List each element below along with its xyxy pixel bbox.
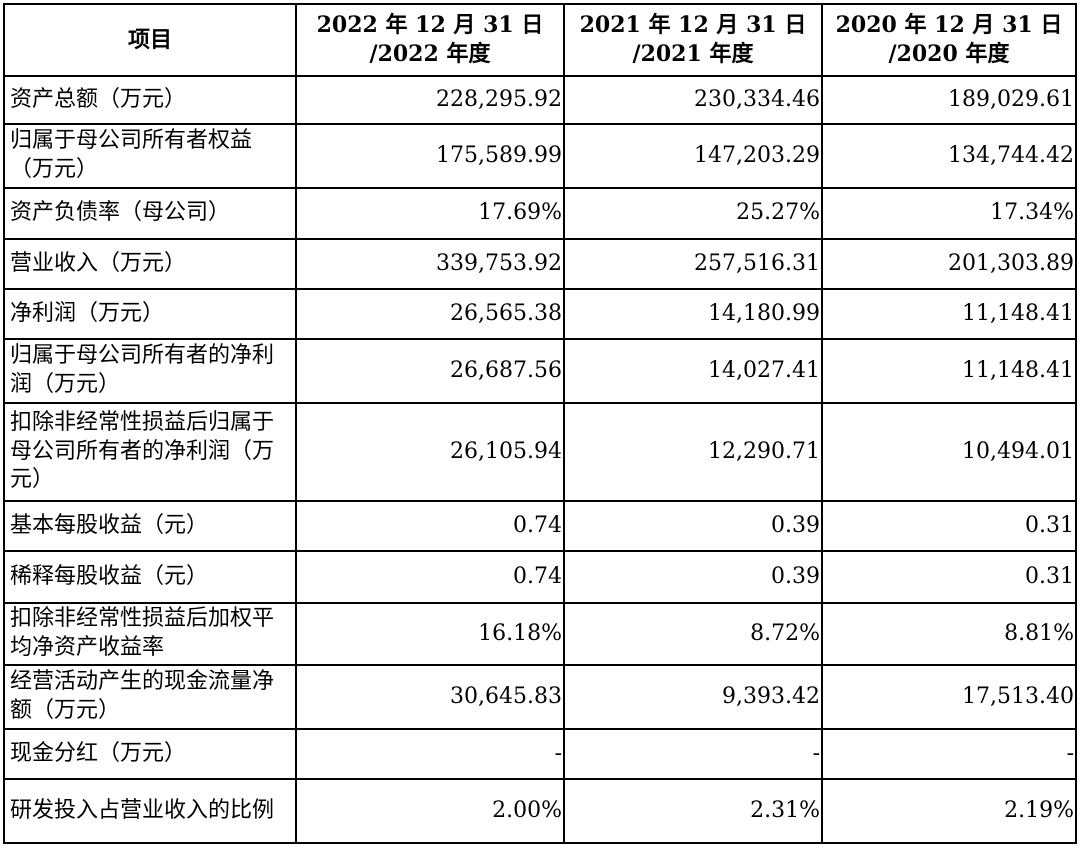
table-row: 扣除非经常性损益后加权平均净资产收益率 16.18% 8.72% 8.81% (3, 602, 1077, 666)
table-row: 归属于母公司所有者的净利润（万元） 26,687.56 14,027.41 11… (3, 338, 1077, 404)
cell-2020: 17,513.40 (821, 664, 1077, 730)
cell-2022: 175,589.99 (295, 123, 565, 189)
cell-2022: 26,565.38 (295, 288, 565, 340)
cell-2020: 0.31 (821, 500, 1077, 552)
cell-2021: 2.31% (563, 778, 823, 844)
cell-2022: 16.18% (295, 602, 565, 666)
cell-2021: 147,203.29 (563, 123, 823, 189)
cell-2020: 2.19% (821, 778, 1077, 844)
header-2020-date: 2020 年 12 月 31 日 (835, 12, 1063, 39)
row-label: 稀释每股收益（元） (3, 550, 297, 604)
cell-2020: 0.31 (821, 550, 1077, 604)
cell-2021: 257,516.31 (563, 238, 823, 290)
table-row: 稀释每股收益（元） 0.74 0.39 0.31 (3, 550, 1077, 604)
cell-2022: 26,687.56 (295, 338, 565, 404)
header-2021-date: 2021 年 12 月 31 日 (579, 12, 807, 39)
cell-2020: 11,148.41 (821, 288, 1077, 340)
header-2020-year: /2020 年度 (888, 41, 1010, 67)
table-row: 资产负债率（母公司） 17.69% 25.27% 17.34% (3, 187, 1077, 240)
header-2022-year: /2022 年度 (369, 41, 491, 67)
header-item: 项目 (3, 3, 297, 77)
cell-2021: 0.39 (563, 500, 823, 552)
row-label: 现金分红（万元） (3, 728, 297, 780)
row-label: 净利润（万元） (3, 288, 297, 340)
cell-2021: 230,334.46 (563, 75, 823, 125)
table-row: 扣除非经常性损益后归属于母公司所有者的净利润（万元） 26,105.94 12,… (3, 402, 1077, 502)
table-row: 基本每股收益（元） 0.74 0.39 0.31 (3, 500, 1077, 552)
cell-2022: 339,753.92 (295, 238, 565, 290)
cell-2020: 201,303.89 (821, 238, 1077, 290)
table-row: 归属于母公司所有者权益（万元） 175,589.99 147,203.29 13… (3, 123, 1077, 189)
table-row: 资产总额（万元） 228,295.92 230,334.46 189,029.6… (3, 75, 1077, 125)
cell-2020: 17.34% (821, 187, 1077, 240)
header-2022: 2022 年 12 月 31 日 /2022 年度 (295, 3, 565, 77)
cell-2022: 30,645.83 (295, 664, 565, 730)
cell-2020: 8.81% (821, 602, 1077, 666)
table-row: 现金分红（万元） - - - (3, 728, 1077, 780)
cell-2022: 17.69% (295, 187, 565, 240)
header-2021-year: /2021 年度 (632, 41, 754, 67)
cell-2021: 8.72% (563, 602, 823, 666)
row-label: 营业收入（万元） (3, 238, 297, 290)
cell-2022: - (295, 728, 565, 780)
cell-2021: 12,290.71 (563, 402, 823, 502)
header-2022-date: 2022 年 12 月 31 日 (316, 12, 544, 39)
cell-2021: 9,393.42 (563, 664, 823, 730)
header-row: 项目 2022 年 12 月 31 日 /2022 年度 2021 年 12 月… (3, 3, 1077, 77)
table-row: 净利润（万元） 26,565.38 14,180.99 11,148.41 (3, 288, 1077, 340)
cell-2020: 11,148.41 (821, 338, 1077, 404)
cell-2021: 0.39 (563, 550, 823, 604)
cell-2021: 25.27% (563, 187, 823, 240)
row-label: 归属于母公司所有者权益（万元） (3, 123, 297, 189)
cell-2020: 10,494.01 (821, 402, 1077, 502)
row-label: 基本每股收益（元） (3, 500, 297, 552)
cell-2022: 26,105.94 (295, 402, 565, 502)
cell-2020: - (821, 728, 1077, 780)
row-label: 研发投入占营业收入的比例 (3, 778, 297, 844)
table-row: 研发投入占营业收入的比例 2.00% 2.31% 2.19% (3, 778, 1077, 844)
row-label: 归属于母公司所有者的净利润（万元） (3, 338, 297, 404)
header-item-label: 项目 (127, 26, 172, 53)
table-row: 经营活动产生的现金流量净额（万元） 30,645.83 9,393.42 17,… (3, 664, 1077, 730)
cell-2021: 14,180.99 (563, 288, 823, 340)
cell-2021: 14,027.41 (563, 338, 823, 404)
header-2021: 2021 年 12 月 31 日 /2021 年度 (563, 3, 823, 77)
cell-2022: 0.74 (295, 550, 565, 604)
row-label: 扣除非经常性损益后归属于母公司所有者的净利润（万元） (3, 402, 297, 502)
financial-data-table: 项目 2022 年 12 月 31 日 /2022 年度 2021 年 12 月… (3, 3, 1077, 844)
table-row: 营业收入（万元） 339,753.92 257,516.31 201,303.8… (3, 238, 1077, 290)
cell-2022: 0.74 (295, 500, 565, 552)
cell-2020: 134,744.42 (821, 123, 1077, 189)
row-label: 扣除非经常性损益后加权平均净资产收益率 (3, 602, 297, 666)
header-2020: 2020 年 12 月 31 日 /2020 年度 (821, 3, 1077, 77)
row-label: 资产总额（万元） (3, 75, 297, 125)
cell-2021: - (563, 728, 823, 780)
row-label: 经营活动产生的现金流量净额（万元） (3, 664, 297, 730)
row-label: 资产负债率（母公司） (3, 187, 297, 240)
cell-2022: 228,295.92 (295, 75, 565, 125)
cell-2020: 189,029.61 (821, 75, 1077, 125)
cell-2022: 2.00% (295, 778, 565, 844)
